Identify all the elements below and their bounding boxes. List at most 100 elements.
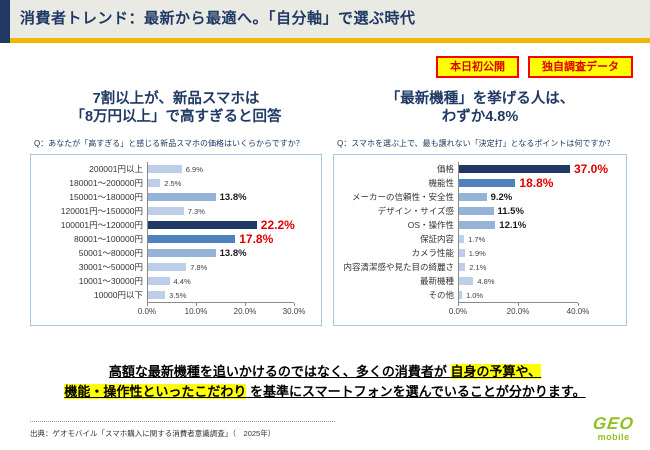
axis-tick [518,303,519,306]
axis-tick [294,303,295,306]
category-label: 100001円～120000円 [60,220,143,230]
price-headline-line2: 「8万円以上」で高すぎると回答 [70,109,282,125]
chart-row: 80001～100000円 17.8% [35,232,315,246]
category-label: 10000円以下 [93,290,143,300]
chart-row: 10000円以下 3.5% [35,288,315,302]
category-label: カメラ性能 [411,248,454,258]
value-label: 6.9% [185,164,203,174]
conclusion-block: 高額な最新機種を追いかけるのではなく、多くの消費者が 自身の予算や、 機能・操作… [0,362,650,402]
bar [148,235,236,243]
bar-zone: 18.8% [458,176,620,190]
conclusion-highlight: 機能・操作性といったこだわり [64,384,247,399]
axis-tick-label: 30.0% [282,307,306,316]
category-label: その他 [428,290,454,300]
bar-zone: 4.8% [458,274,620,288]
chart-row: デザイン・サイズ感 11.5% [338,204,620,218]
value-label: 2.1% [469,262,487,272]
category-label: 価格 [436,164,454,174]
category-label: 120001円～150000円 [60,206,143,216]
category-label: 10001～30000円 [78,276,143,286]
price-headline-line1: 7割以上が、新品スマホは [92,91,260,107]
decision-headline-line1: 「最新機種」を挙げる人は、 [385,91,575,107]
bar [148,277,170,285]
chart-row: 機能性 18.8% [338,176,620,190]
category-label: 200001円以上 [89,164,143,174]
bar-zone: 6.9% [147,162,315,176]
value-label: 13.8% [219,191,247,203]
category-label: メーカーの信頼性・安全性 [351,192,454,202]
bar-zone: 1.7% [458,232,620,246]
conclusion-text: 高額な最新機種を追いかけるのではなく、多くの消費者が [108,364,451,379]
bar-zone: 9.2% [458,190,620,204]
category-label: OS・操作性 [407,220,454,230]
decision-headline-line2: わずか4.8% [441,109,519,125]
value-label: 4.4% [173,276,191,286]
category-label: 50001～80000円 [78,248,143,258]
bar [148,193,216,201]
axis-spacer [338,302,458,324]
bar-zone: 4.4% [147,274,315,288]
chart-row: 30001～50000円 7.8% [35,260,315,274]
header-gold-rule [0,38,650,43]
price-question: Q：あなたが「高すぎる」と感じる新品スマホの価格はいくらからですか？ [34,139,304,148]
axis-tick-label: 40.0% [566,307,590,316]
chart-row: OS・操作性 12.1% [338,218,620,232]
bar-zone: 22.2% [147,218,315,232]
bar-zone: 37.0% [458,162,620,176]
axis-line: 0.0% 10.0% 20.0% 30.0% [138,302,305,322]
badge-first-release: 本日初公開 [436,56,519,78]
value-label: 17.8% [239,232,274,246]
bar-zone: 11.5% [458,204,620,218]
conclusion-text: を基準にスマートフォンを選んでいることが分かります。 [246,384,586,399]
chart-row: 最新機種 4.8% [338,274,620,288]
category-label: 機能性 [428,178,454,188]
bar [459,221,496,229]
bar [148,179,161,187]
category-label: デザイン・サイズ感 [377,206,454,216]
value-label: 9.2% [490,191,513,203]
bar [148,263,187,271]
category-label: 最新機種 [419,276,454,286]
chart-row: 200001円以上 6.9% [35,162,315,176]
value-label: 7.3% [187,206,205,216]
bar [148,249,216,257]
bar [459,179,516,187]
bar [459,291,462,299]
x-axis: 0.0% 20.0% 40.0% [338,302,620,324]
decision-headline: 「最新機種」を挙げる人は、 わずか4.8% [333,90,627,126]
conclusion-highlight: 自身の予算や、 [450,364,542,379]
chart-row: 10001～30000円 4.4% [35,274,315,288]
bar [148,165,182,173]
bar [148,221,257,229]
axis-spacer [35,302,147,324]
category-label: 80001～100000円 [73,234,143,244]
conclusion-line1: 高額な最新機種を追いかけるのではなく、多くの消費者が 自身の予算や、 [0,362,650,382]
geo-logo-mobile-label: mobile [597,432,630,442]
value-label: 13.8% [219,247,247,259]
bar [148,207,184,215]
bar [459,207,494,215]
category-label: 180001～200000円 [69,178,143,188]
chart-row: カメラ性能 1.9% [338,246,620,260]
axis-tick [196,303,197,306]
header-background [0,0,650,38]
badge-original-survey: 独自調査データ [528,56,633,78]
value-label: 2.5% [164,178,182,188]
axis-line: 0.0% 20.0% 40.0% [449,302,589,322]
bar-zone: 17.8% [147,232,315,246]
chart-row: メーカーの信頼性・安全性 9.2% [338,190,620,204]
value-label: 12.1% [499,219,527,231]
geo-logo-icon: GEO [591,414,636,433]
bar-zone: 7.3% [147,204,315,218]
bar [459,193,487,201]
value-label: 1.0% [466,290,484,300]
bar [459,277,474,285]
bar-zone: 1.0% [458,288,620,302]
chart-row: その他 1.0% [338,288,620,302]
chart-row: 保証内容 1.7% [338,232,620,246]
geo-mobile-logo: GEO mobile [591,414,636,442]
bar [459,263,466,271]
conclusion-line2: 機能・操作性といったこだわり を基準にスマートフォンを選んでいることが分かります… [0,382,650,402]
bar [459,235,465,243]
header-accent-bar [0,0,10,43]
